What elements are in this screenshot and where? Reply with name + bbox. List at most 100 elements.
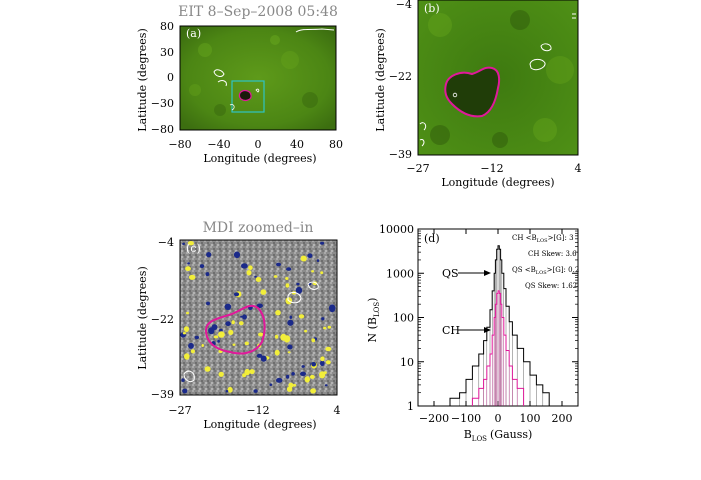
negative-flux-element (311, 361, 317, 367)
positive-flux-element (280, 333, 287, 341)
stat-qs-skew: QS Skew: 1.62 (525, 282, 577, 290)
positive-flux-element (255, 277, 262, 282)
positive-flux-element (310, 388, 316, 394)
negative-flux-element (206, 301, 210, 306)
negative-flux-element (224, 303, 232, 310)
mdi-contour (183, 370, 195, 383)
negative-flux-element (205, 272, 210, 277)
negative-flux-element (295, 286, 303, 294)
y-tick-label: 80 (160, 20, 174, 33)
negative-flux-element (182, 388, 188, 394)
x-tick-label: 80 (329, 138, 343, 151)
negative-flux-element (199, 264, 205, 269)
negative-flux-element (233, 292, 240, 297)
positive-flux-element (311, 270, 315, 273)
negative-flux-element (233, 251, 241, 259)
negative-flux-element (269, 383, 273, 387)
eit-contour (419, 122, 427, 147)
panel-a-label: (a) (186, 27, 201, 40)
negative-flux-element (291, 372, 295, 376)
y-tick-label: 10 (400, 356, 414, 369)
ch-contour (238, 89, 252, 101)
positive-flux-element (183, 326, 190, 332)
positive-flux-element (187, 241, 194, 246)
negative-flux-element (188, 342, 194, 349)
positive-flux-element (304, 329, 308, 333)
zoom-box (231, 80, 265, 113)
positive-flux-element (218, 331, 225, 338)
positive-flux-element (248, 265, 253, 271)
negative-flux-element (253, 389, 258, 393)
panel-c: MDI zoomed–in (c) −4 −22 −39 −27 −12 4 L… (136, 220, 341, 431)
negative-flux-element (276, 262, 281, 267)
negative-flux-element (182, 242, 186, 245)
y-tick-label: 0 (167, 71, 174, 84)
x-tick-label: 4 (575, 162, 582, 175)
negative-flux-element (289, 315, 293, 319)
positive-flux-element (323, 371, 327, 374)
positive-flux-element (204, 366, 211, 372)
ch-contour (444, 66, 501, 118)
positive-flux-element (292, 383, 297, 387)
positive-flux-element (186, 311, 189, 315)
positive-flux-element (325, 346, 332, 352)
positive-flux-element (275, 310, 281, 316)
positive-flux-element (244, 341, 249, 346)
x-axis-label: Longitude (degrees) (203, 418, 316, 431)
negative-flux-element (307, 253, 313, 258)
x-tick-label: −27 (406, 162, 429, 175)
positive-flux-element (287, 351, 291, 354)
positive-flux-element (188, 274, 196, 280)
x-axis-label: BLOS (Gauss) (464, 428, 533, 443)
positive-flux-element (302, 256, 307, 262)
positive-flux-element (285, 277, 289, 280)
positive-flux-element (325, 360, 331, 365)
ch-arrow-head (484, 327, 491, 333)
positive-flux-element (285, 283, 290, 288)
negative-flux-element (286, 267, 292, 271)
positive-flux-element (258, 332, 264, 337)
negative-flux-element (276, 377, 283, 383)
x-axis-label: Longitude (degrees) (203, 152, 316, 165)
eit-contour (217, 80, 227, 87)
negative-flux-element (241, 263, 248, 269)
positive-flux-element (246, 270, 252, 276)
x-tick-label: 0 (255, 138, 262, 151)
positive-flux-element (304, 376, 310, 383)
positive-flux-element (231, 320, 235, 325)
eit-texture (189, 35, 318, 116)
stat-ch-mean: CH <BLOS>[G]: 3 (512, 234, 574, 244)
y-axis-label: Latitude (degrees) (136, 266, 149, 369)
positive-flux-element (228, 329, 234, 335)
negative-flux-element (217, 339, 221, 343)
x-axis-label: Longitude (degrees) (441, 176, 554, 189)
eit-contour (229, 104, 235, 111)
y-tick-label: −4 (396, 0, 412, 11)
positive-flux-element (227, 386, 233, 393)
negative-flux-element (301, 365, 305, 368)
negative-flux-element (316, 259, 320, 262)
panel-d-chart: −200 −100 0 100 200 10000 1000 100 10 1 (d) CH <B… (366, 223, 579, 443)
y-axis-label: Latitude (degrees) (136, 28, 149, 131)
x-tick-label: −80 (168, 138, 191, 151)
negative-flux-element (324, 384, 328, 387)
panel-c-title: MDI zoomed–in (203, 220, 314, 236)
negative-flux-element (320, 360, 325, 366)
mdi-image (179, 239, 338, 396)
panel-b-label: (b) (424, 2, 440, 15)
eit-contour (295, 28, 335, 33)
panel-c-label: (c) (186, 242, 201, 255)
stat-ch-skew: CH Skew: 3.6 (528, 250, 577, 258)
y-tick-label: 1000 (386, 267, 414, 280)
negative-flux-element (240, 315, 243, 318)
positive-flux-element (218, 371, 224, 377)
negative-flux-element (287, 319, 294, 326)
positive-flux-element (184, 353, 190, 360)
x-tick-label: −12 (246, 404, 269, 417)
y-tick-label: −39 (389, 148, 412, 161)
positive-flux-element (320, 356, 325, 362)
negative-flux-element (194, 335, 199, 340)
positive-flux-element (213, 335, 219, 339)
x-tick-label: −40 (207, 138, 230, 151)
y-tick-label: −80 (151, 123, 174, 136)
